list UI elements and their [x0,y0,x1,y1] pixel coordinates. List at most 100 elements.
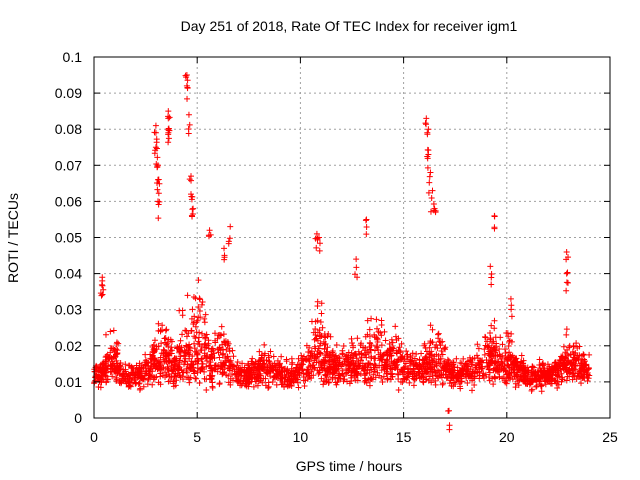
data-point [513,362,520,369]
data-point [431,367,438,374]
data-point [509,376,516,383]
data-point [188,177,195,184]
data-point [156,198,163,205]
data-point [484,338,491,345]
data-point [524,373,531,380]
data-point [442,371,449,378]
data-point [563,270,570,277]
data-point [182,72,189,79]
data-point [290,372,297,379]
data-point [485,366,492,373]
data-point [106,355,113,362]
data-point [374,344,381,351]
data-point [312,332,319,339]
data-point [127,383,134,390]
data-point [193,319,200,326]
data-point [502,377,509,384]
data-point [456,383,463,390]
data-point [317,319,324,326]
data-point [173,377,180,384]
data-point [126,375,133,382]
data-point [395,347,402,354]
data-point [407,354,414,361]
data-point [446,422,453,429]
data-point [393,350,400,357]
data-point [363,379,370,386]
data-point [199,355,206,362]
data-point [345,363,352,370]
data-point [160,356,167,363]
data-point [409,350,416,357]
data-point [398,366,405,373]
data-point [377,354,384,361]
data-point [426,373,433,380]
data-point [506,349,513,356]
data-point [207,231,214,238]
data-point [420,374,427,381]
data-point [195,303,202,310]
data-point [278,353,285,360]
data-point [453,375,460,382]
data-point [183,367,190,374]
data-point [260,360,267,367]
data-point [212,337,219,344]
data-point [555,381,562,388]
data-point [223,357,230,364]
data-point [563,377,570,384]
data-point [233,377,240,384]
data-point [410,382,417,389]
data-point [555,368,562,375]
data-point [318,310,325,317]
data-point [202,311,209,318]
data-point [331,366,338,373]
data-point [324,368,331,375]
data-point [226,358,233,365]
data-point [362,345,369,352]
data-point [254,382,261,389]
data-point [424,131,431,138]
data-point [189,306,196,313]
data-point [104,376,111,383]
data-point [227,375,234,382]
data-point [508,313,515,320]
data-point [216,381,223,388]
data-point [348,340,355,347]
data-point [570,343,577,350]
data-point [186,379,193,386]
data-point [221,245,228,252]
data-point [336,375,343,382]
data-point [381,328,388,335]
grid-lines [94,57,610,418]
data-point [318,300,325,307]
data-point [498,359,505,366]
data-point [267,360,274,367]
data-point [386,340,393,347]
data-point [155,358,162,365]
data-point [198,347,205,354]
data-point [533,383,540,390]
data-point [190,294,197,301]
data-point [364,348,371,355]
data-point [316,342,323,349]
data-point [313,230,320,237]
data-point [281,379,288,386]
data-point [362,351,369,358]
data-point [170,383,177,390]
data-point [441,345,448,352]
data-point [422,355,429,362]
data-point [352,271,359,278]
data-point [570,354,577,361]
axis-ticks [93,56,611,419]
data-point [567,351,574,358]
data-point [282,365,289,372]
data-point [429,326,436,333]
data-point [100,362,107,369]
data-point [533,382,540,389]
data-point [310,361,317,368]
data-point [581,368,588,375]
data-point [563,248,570,255]
data-point [118,379,125,386]
data-point [365,361,372,368]
data-point [129,365,136,372]
data-point [559,357,566,364]
